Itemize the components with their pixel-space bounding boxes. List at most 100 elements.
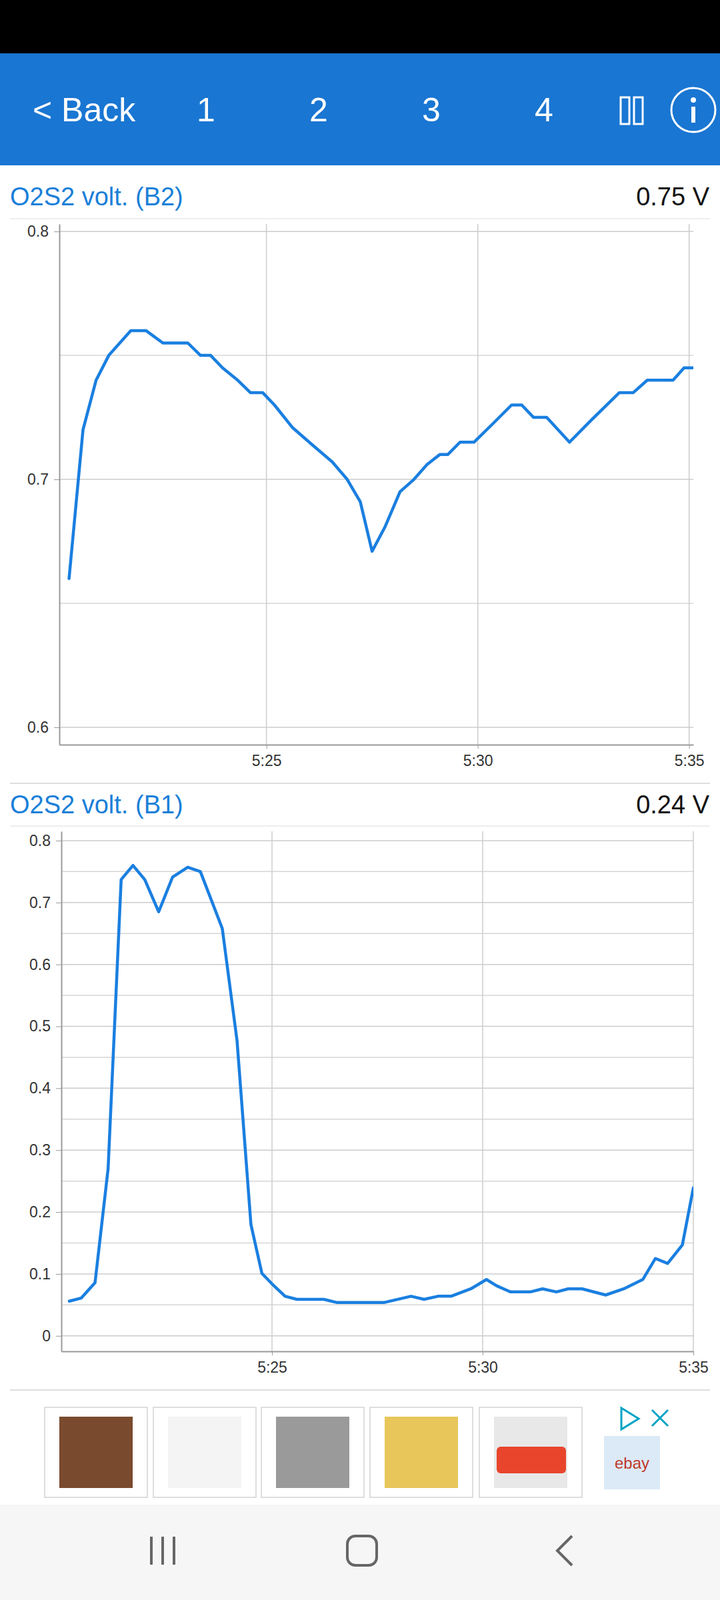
tab[interactable]: 4 [534,91,554,129]
grid-line [688,224,690,745]
x-tick-mark [693,1351,694,1356]
y-tick: 0.6 [27,718,60,736]
tab[interactable]: 3 [422,91,441,129]
y-axis-line [59,224,61,746]
ad-thumbnail [44,1407,148,1498]
y-tick-mark [56,1088,62,1089]
info-dot [690,97,696,103]
x-tick: 5:25 [252,744,282,770]
y-tick: 0.7 [27,470,60,488]
y-tick-mark [56,1336,62,1337]
panel-separator [10,825,710,827]
y-tick-mark [56,964,62,966]
grid-line [692,831,694,1352]
y-tick: 0.2 [29,1203,62,1221]
grid-line [61,964,694,966]
y-tick: 0.7 [29,894,62,912]
y-tick-label: 0.4 [29,1079,51,1097]
nav-recent[interactable] [150,1536,176,1565]
ad-thumbnail [479,1407,582,1498]
chart-title: O2S2 volt. (B1) [10,790,184,819]
grid-line-minor [59,354,694,356]
y-axis: 0 0.1 0.2 0.3 0.4 0.5 0.6 0.7 0.8 [29,832,62,1352]
grid-line-minor [61,1180,694,1182]
nav-home[interactable] [347,1536,377,1566]
plot-area [69,330,694,579]
ad-close-icon[interactable] [652,1410,668,1426]
grid-line [61,1026,694,1028]
x-tick-mark [266,744,268,749]
y-tick-label: 0.5 [29,1017,51,1035]
x-axis: 5:25 5:30 5:35 [62,1351,709,1376]
current-value: 0.24 V [636,790,710,819]
y-axis-line [61,832,63,1352]
grid-line-minor [61,871,694,873]
y-tick-mark [54,727,60,728]
grid-line [61,1211,694,1213]
x-tick-label: 5:30 [468,1358,498,1376]
y-tick: 0.5 [29,1017,62,1035]
grid-line-minor [61,1118,694,1120]
pause-bar [620,97,630,124]
ad-thumbnail [370,1407,473,1498]
nav-icon-bar [172,1536,176,1565]
panel-separator [10,782,710,784]
y-tick: 0 [42,1327,62,1345]
y-tick-label: 0.2 [29,1203,51,1221]
x-axis-line [62,1351,694,1353]
nav-back[interactable] [557,1536,572,1566]
grid-line [61,1335,694,1337]
ad-image [276,1416,350,1488]
y-tick-label: 0.6 [29,956,51,974]
y-tick: 0.8 [29,832,62,850]
grid-line-minor [61,1056,694,1058]
panel-separator [10,1389,710,1391]
header-bar [0,53,720,166]
x-tick: 5:30 [468,1351,498,1376]
grid-line-minor [61,1304,694,1306]
grid [59,224,694,745]
y-tick-mark [56,1212,62,1213]
y-tick-label: 0.3 [29,1141,51,1159]
y-tick-mark [56,1026,62,1028]
info-circle [671,88,716,132]
x-tick-mark [482,1351,484,1356]
y-tick: 0.6 [29,956,62,974]
x-tick: 5:30 [463,744,494,770]
x-tick: 5:35 [678,1351,709,1376]
y-tick: 0.1 [29,1265,62,1283]
grid-line-minor [61,994,694,996]
ad-banner[interactable]: ebay [0,1398,720,1500]
ad-logo-box [604,1436,660,1490]
back-button[interactable]: < Back [32,91,136,129]
tab[interactable]: 1 [196,91,216,129]
y-axis: 0.6 0.7 0.8 [27,222,60,745]
y-tick-label: 0 [42,1327,51,1345]
y-tick-label: 0.8 [29,832,51,850]
panel-separator [10,218,710,220]
y-tick-mark [56,1274,62,1275]
status-bar [0,0,720,54]
grid-line-minor [61,932,694,934]
grid-line [61,1149,694,1151]
ad-image [496,1446,566,1474]
grid-line [477,224,479,745]
ad-logo: ebay [614,1454,650,1472]
info-button[interactable] [671,88,716,132]
y-tick: 0.3 [29,1141,62,1159]
y-tick: 0.8 [27,222,60,240]
x-tick-label: 5:25 [257,1358,288,1376]
tab[interactable]: 2 [309,91,328,129]
ad-image [384,1416,458,1488]
ad-background [0,1398,720,1500]
data-line [69,865,694,1303]
current-value: 0.75 V [636,182,710,211]
pause-bar [634,97,643,124]
grid-line [61,1273,694,1275]
x-tick-mark [272,1351,273,1356]
ad-thumbnail [153,1407,256,1498]
y-tick-mark [54,231,60,232]
pause-button[interactable] [620,97,643,124]
grid-line [59,230,694,232]
y-tick-label: 0.8 [27,222,49,240]
